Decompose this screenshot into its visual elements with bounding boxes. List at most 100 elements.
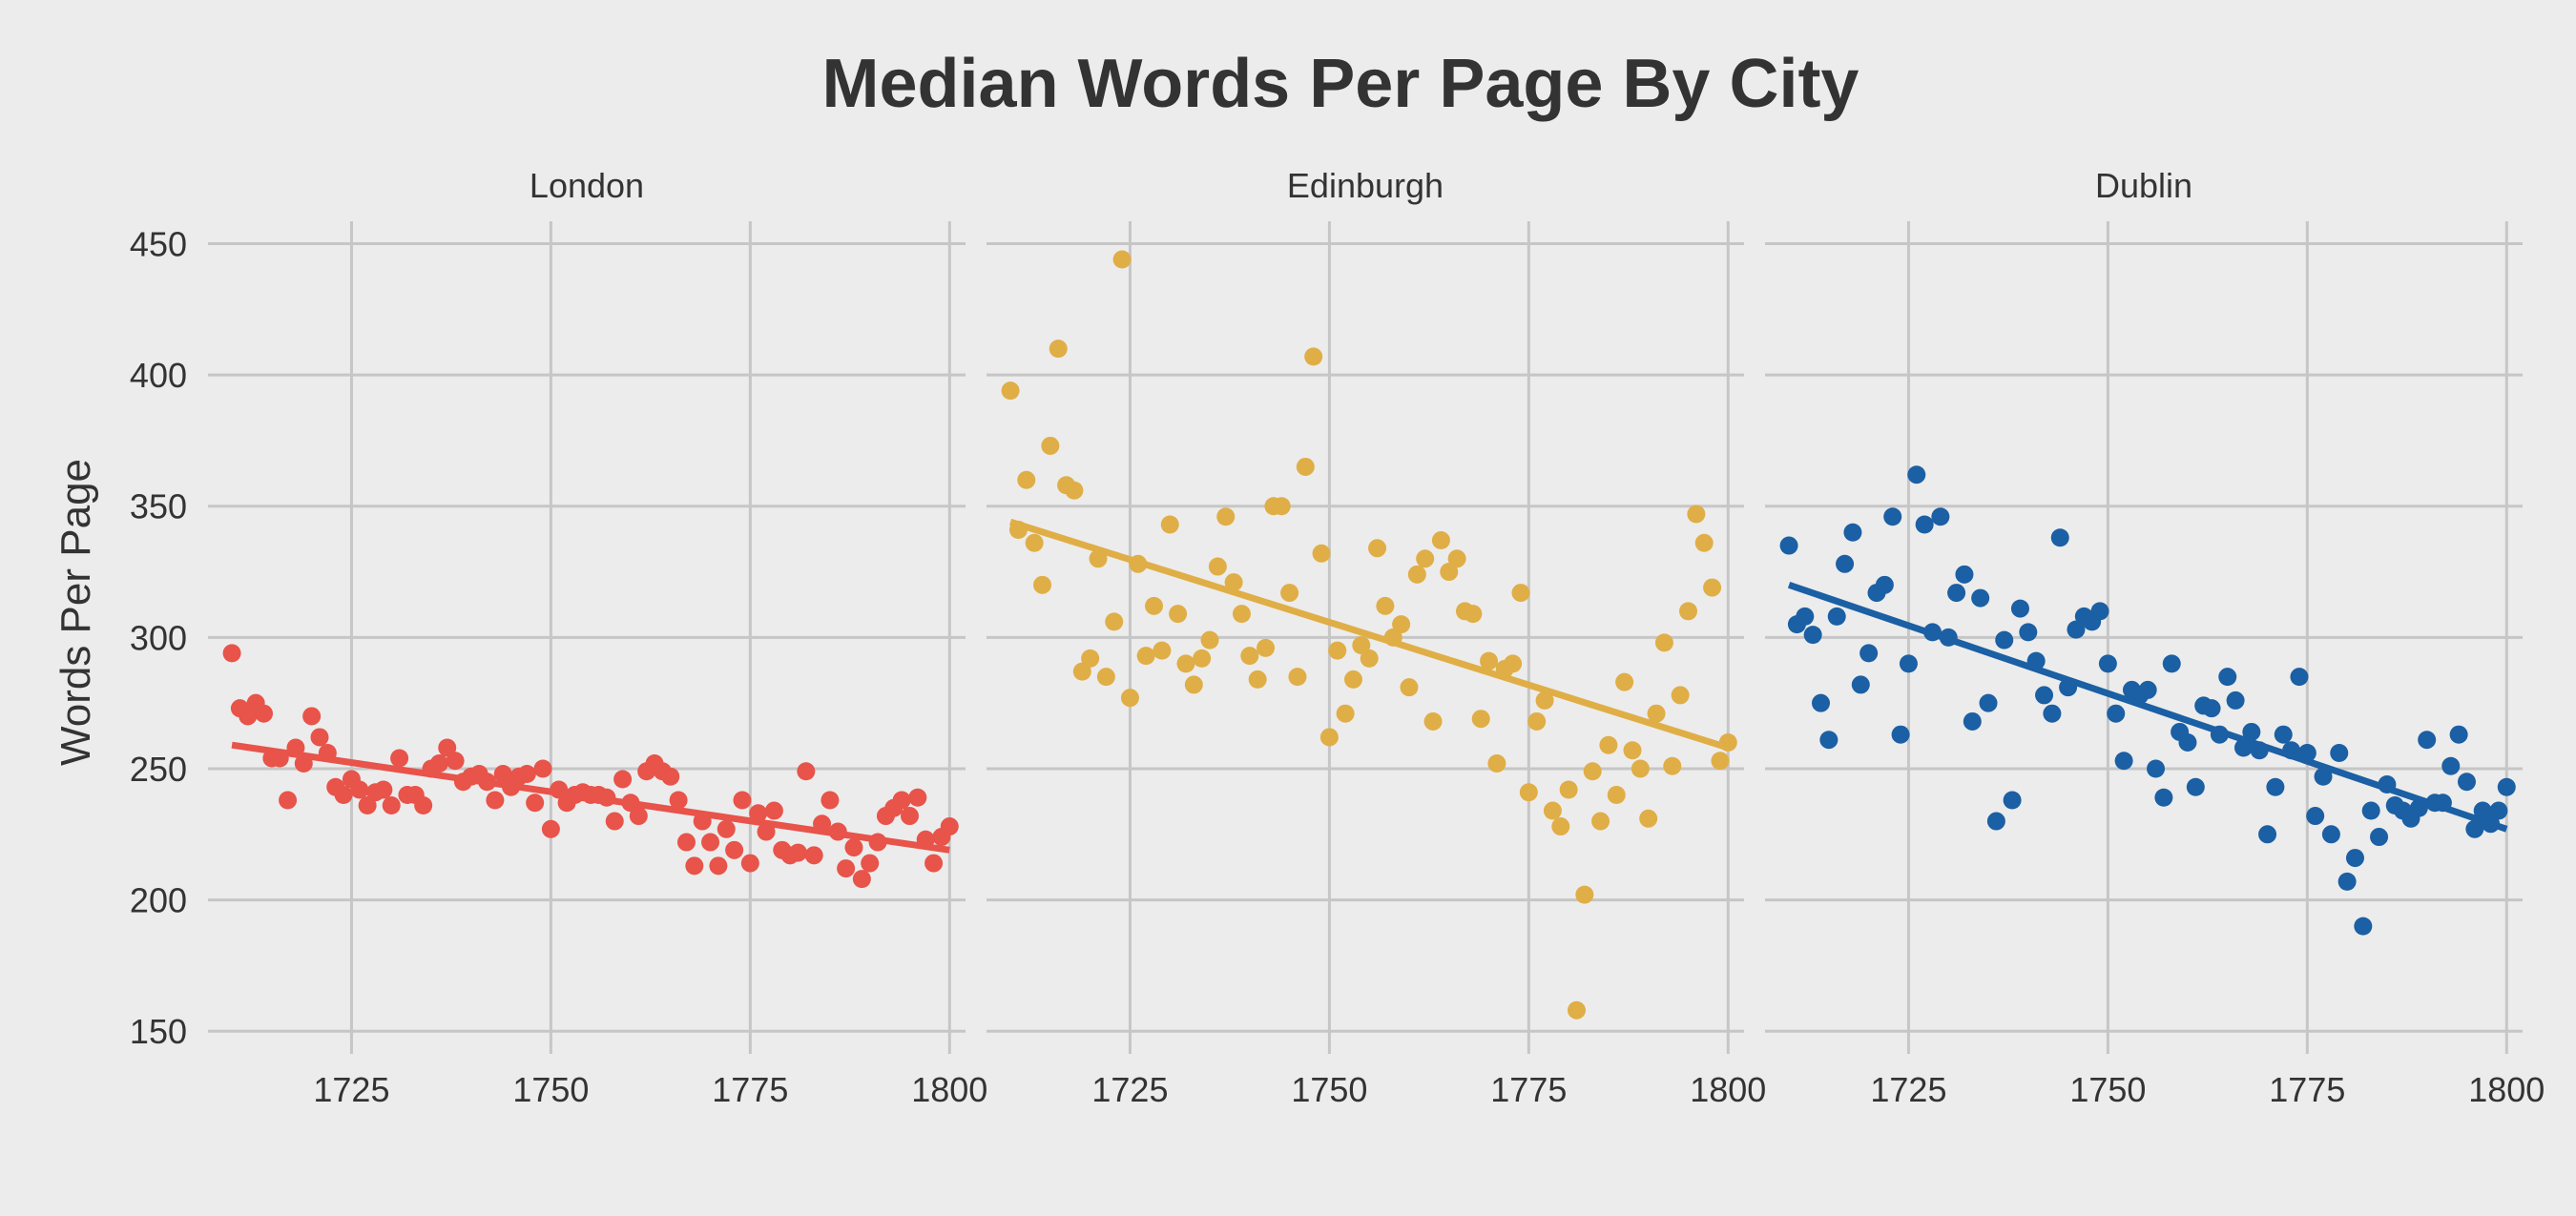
- data-point-london: [717, 819, 736, 838]
- data-point-london: [837, 859, 856, 878]
- data-point-edinburgh: [1575, 885, 1594, 904]
- data-point-london: [892, 791, 911, 810]
- data-point-edinburgh: [1216, 507, 1236, 526]
- facet-title-dublin: Dublin: [2095, 166, 2192, 205]
- data-point-london: [486, 791, 505, 810]
- data-point-dublin: [1779, 536, 1798, 555]
- data-point-london: [334, 786, 353, 805]
- data-point-edinburgh: [1400, 678, 1419, 697]
- data-point-dublin: [2226, 690, 2245, 710]
- data-point-dublin: [1803, 626, 1822, 645]
- data-point-edinburgh: [1120, 689, 1139, 708]
- data-point-dublin: [2266, 777, 2285, 796]
- data-point-dublin: [2330, 743, 2349, 762]
- data-point-edinburgh: [1487, 753, 1506, 773]
- data-point-edinburgh: [1511, 584, 1530, 603]
- data-point-london: [358, 796, 377, 815]
- trend-line-edinburgh: [1009, 518, 1730, 752]
- data-point-dublin: [1883, 507, 1902, 526]
- data-point-london: [852, 870, 871, 889]
- data-point-dublin: [2290, 668, 2309, 687]
- data-point-dublin: [1843, 523, 1862, 542]
- panel-edinburgh: Edinburgh 1725 1750 1775 1800: [987, 166, 1766, 1109]
- data-point-dublin: [2067, 620, 2086, 639]
- data-point-edinburgh: [1105, 612, 1124, 631]
- data-point-dublin: [2010, 599, 2029, 618]
- data-point-london: [940, 817, 959, 836]
- y-tick-label: 150: [130, 1012, 187, 1051]
- data-point-edinburgh: [1001, 381, 1020, 401]
- data-point-dublin: [1955, 565, 1974, 584]
- data-point-london: [255, 704, 274, 723]
- x-tick-label: 1800: [2468, 1070, 2545, 1109]
- data-point-london: [908, 788, 927, 807]
- data-point-dublin: [2345, 849, 2364, 868]
- data-point-edinburgh: [1615, 672, 1634, 691]
- data-point-dublin: [2043, 704, 2062, 723]
- data-point-edinburgh: [1368, 539, 1387, 558]
- data-point-london: [733, 791, 752, 810]
- data-point-edinburgh: [1431, 531, 1450, 550]
- data-point-london: [414, 796, 433, 815]
- x-tick-label: 1775: [712, 1070, 788, 1109]
- data-point-edinburgh: [1535, 690, 1554, 710]
- data-point-london: [517, 764, 536, 783]
- data-point-london: [390, 749, 409, 768]
- data-point-edinburgh: [1065, 481, 1084, 500]
- data-point-edinburgh: [1647, 704, 1666, 723]
- data-point-edinburgh: [1017, 470, 1036, 489]
- data-point-dublin: [1986, 812, 2005, 831]
- data-point-london: [541, 819, 560, 838]
- data-point-dublin: [1907, 465, 1926, 484]
- data-point-edinburgh: [1654, 633, 1673, 652]
- data-point-dublin: [1915, 515, 1934, 534]
- data-point-edinburgh: [1527, 711, 1547, 731]
- data-point-dublin: [2361, 801, 2380, 820]
- x-tick-label: 1750: [1291, 1070, 1367, 1109]
- data-point-london: [676, 833, 696, 852]
- data-point-dublin: [1979, 693, 1998, 712]
- data-point-edinburgh: [1041, 436, 1060, 455]
- data-point-london: [438, 738, 457, 757]
- data-point-dublin: [1875, 575, 1894, 594]
- data-point-edinburgh: [1145, 596, 1164, 615]
- data-point-edinburgh: [1193, 649, 1212, 668]
- data-point-london: [821, 791, 840, 810]
- facet-title-edinburgh: Edinburgh: [1287, 166, 1444, 205]
- data-point-dublin: [2098, 654, 2117, 673]
- data-point-edinburgh: [1423, 711, 1443, 731]
- data-point-dublin: [1995, 630, 2014, 649]
- data-point-dublin: [2473, 801, 2492, 820]
- data-point-edinburgh: [1639, 809, 1658, 828]
- data-point-edinburgh: [1360, 649, 1379, 668]
- data-point-dublin: [1827, 607, 1846, 626]
- data-point-edinburgh: [1607, 786, 1626, 805]
- x-tick-label: 1775: [1490, 1070, 1567, 1109]
- data-point-dublin: [2154, 788, 2173, 807]
- data-point-london: [526, 793, 545, 813]
- data-point-edinburgh: [1176, 654, 1195, 673]
- data-point-dublin: [2274, 725, 2293, 744]
- data-point-edinburgh: [1440, 563, 1459, 582]
- data-point-edinburgh: [1248, 670, 1267, 689]
- data-point-london: [661, 767, 680, 786]
- y-tick-label: 400: [130, 356, 187, 395]
- data-point-london: [350, 780, 369, 799]
- data-point-london: [669, 791, 688, 810]
- y-axis-label: Words Per Page: [52, 459, 99, 766]
- data-point-edinburgh: [1519, 783, 1538, 802]
- data-point-edinburgh: [1153, 641, 1172, 660]
- data-point-edinburgh: [1464, 605, 1483, 624]
- data-point-edinburgh: [1343, 670, 1362, 689]
- data-point-edinburgh: [1407, 565, 1426, 584]
- data-point-edinburgh: [1304, 347, 1323, 366]
- data-point-london: [374, 780, 393, 799]
- data-point-edinburgh: [1160, 515, 1179, 534]
- data-point-london: [685, 856, 704, 876]
- data-point-london: [797, 762, 816, 781]
- chart-panels: London 1725 1750 1775 1800 150 200 250 300 350 400…: [130, 166, 2545, 1109]
- data-point-edinburgh: [1623, 741, 1642, 760]
- data-point-edinburgh: [1184, 675, 1203, 694]
- data-point-edinburgh: [1096, 668, 1115, 687]
- data-point-edinburgh: [1328, 641, 1347, 660]
